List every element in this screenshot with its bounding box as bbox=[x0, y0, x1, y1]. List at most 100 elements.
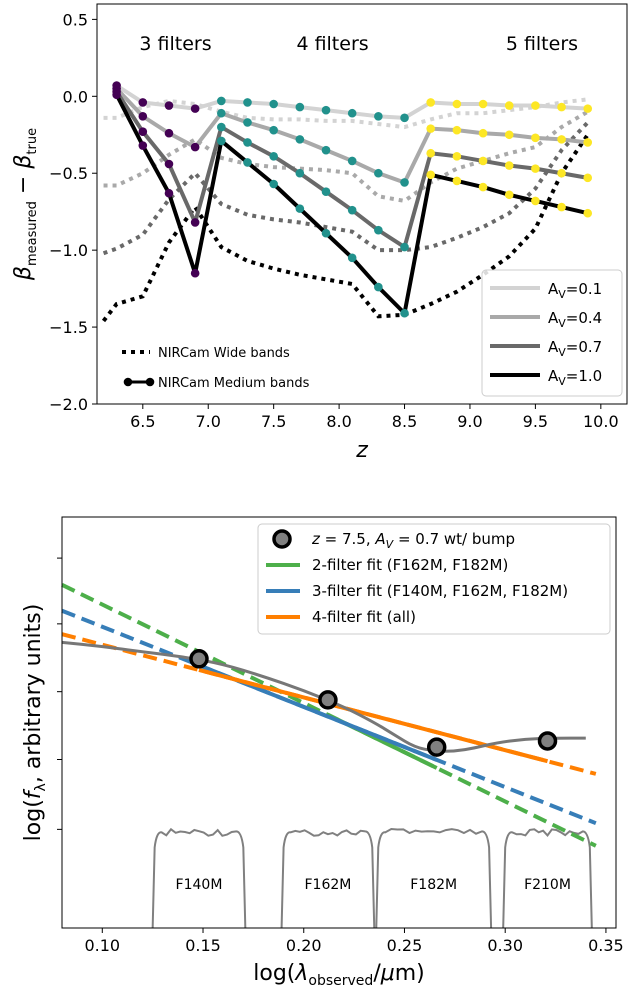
medium-band-point bbox=[452, 176, 462, 186]
medium-band-point bbox=[400, 178, 409, 187]
top-y-tick-label: 0.0 bbox=[63, 87, 88, 106]
medium-band-point bbox=[374, 112, 383, 121]
top-x-tick-label: 8.0 bbox=[326, 412, 351, 431]
bottom-x-axis-label: log(λobserved/μm) bbox=[253, 961, 425, 989]
wide-band-line bbox=[103, 97, 588, 130]
av-legend-label: AV=0.1 bbox=[548, 280, 602, 301]
fit-legend-label: z = 7.5, AV = 0.7 wt/ bump bbox=[311, 530, 515, 551]
top-y-tick-label: −1.0 bbox=[49, 241, 88, 260]
top-x-tick-label: 6.5 bbox=[130, 412, 155, 431]
medium-band-point bbox=[243, 118, 252, 127]
top-y-tick-label: −2.0 bbox=[49, 395, 88, 414]
medium-band-point bbox=[583, 138, 593, 147]
fit-legend-marker bbox=[272, 529, 292, 549]
medium-band-point bbox=[452, 152, 462, 161]
medium-band-point bbox=[557, 202, 566, 212]
medium-band-point bbox=[374, 168, 383, 178]
medium-band-point bbox=[190, 142, 200, 152]
fit-legend-label: 4-filter fit (all) bbox=[312, 608, 416, 626]
medium-band-point bbox=[243, 98, 252, 107]
filter-name-label: F140M bbox=[176, 877, 223, 893]
medium-band-point bbox=[321, 187, 331, 196]
medium-band-point bbox=[452, 125, 462, 135]
wide-band-legend-label: NIRCam Wide bands bbox=[158, 346, 290, 361]
medium-band-point bbox=[321, 105, 331, 115]
medium-band-point bbox=[243, 158, 252, 167]
top-y-tick-label: −1.5 bbox=[49, 318, 88, 337]
av-legend-box bbox=[481, 269, 623, 397]
medium-band-point bbox=[426, 170, 436, 180]
photometry-point bbox=[318, 690, 338, 710]
medium-band-point bbox=[374, 282, 383, 292]
medium-band-point bbox=[426, 148, 436, 158]
filter-transmission-curve bbox=[151, 827, 247, 929]
bottom-x-tick-label: 0.30 bbox=[487, 936, 523, 955]
medium-band-point bbox=[190, 104, 200, 113]
medium-band-point bbox=[531, 133, 540, 143]
medium-band-point bbox=[321, 228, 331, 238]
av-legend: AV=0.1 AV=0.4 AV=0.7 AV=1.0 bbox=[481, 269, 623, 397]
fit-legend-box bbox=[257, 523, 611, 635]
model-spectrum bbox=[61, 640, 586, 753]
top-x-tick-label: 7.0 bbox=[196, 412, 221, 431]
medium-band-point bbox=[504, 101, 514, 110]
top-y-axis-label: βmeasured − βtrue bbox=[11, 128, 40, 281]
medium-band-point bbox=[217, 136, 226, 146]
medium-band-point bbox=[374, 225, 383, 235]
av-legend-label: AV=0.7 bbox=[548, 338, 602, 359]
top-y-tick-label: 0.5 bbox=[63, 10, 88, 29]
medium-band-point bbox=[347, 253, 357, 263]
medium-band-point bbox=[190, 268, 200, 278]
medium-band-point bbox=[400, 113, 409, 123]
filter-count-annotation: 4 filters bbox=[296, 33, 368, 55]
medium-band-point bbox=[478, 156, 488, 166]
medium-band-legend-marker bbox=[145, 377, 155, 387]
medium-band-point bbox=[531, 164, 540, 173]
photometry-point bbox=[189, 649, 209, 669]
medium-band-point bbox=[478, 99, 488, 109]
medium-band-point bbox=[269, 152, 278, 161]
bottom-chart: F140M F162M F182M F210M 0.10 0.15 0.20 0.25 0.3… bbox=[21, 516, 624, 989]
medium-band-point bbox=[452, 99, 462, 109]
filter-count-annotation: 3 filters bbox=[139, 33, 211, 55]
medium-band-point bbox=[112, 90, 121, 100]
top-x-tick-label: 8.5 bbox=[392, 412, 417, 431]
filter-transmission-curve bbox=[280, 829, 376, 929]
medium-band-point bbox=[138, 98, 148, 107]
fit-line-dashed bbox=[61, 608, 597, 826]
medium-band-point bbox=[583, 173, 593, 183]
wide-band-series bbox=[101, 97, 590, 323]
medium-band-point bbox=[426, 124, 436, 133]
medium-band-point bbox=[347, 205, 357, 215]
fit-line-solid bbox=[198, 668, 549, 764]
medium-band-point bbox=[138, 141, 148, 150]
spectrum-curve bbox=[61, 640, 586, 753]
medium-band-point bbox=[295, 135, 305, 144]
medium-band-legend-label: NIRCam Medium bands bbox=[158, 376, 310, 391]
medium-band-point bbox=[557, 102, 566, 112]
medium-band-point bbox=[217, 96, 226, 106]
photometry-points bbox=[189, 649, 558, 757]
medium-band-point bbox=[164, 159, 174, 169]
bottom-x-tick-label: 0.20 bbox=[286, 936, 322, 955]
medium-band-point bbox=[504, 190, 514, 200]
medium-band-point bbox=[583, 104, 593, 113]
medium-band-point bbox=[217, 122, 226, 132]
style-legend: NIRCam Wide bands NIRCam Medium bands bbox=[122, 346, 310, 391]
top-x-tick-label: 7.5 bbox=[261, 412, 286, 431]
medium-band-point bbox=[295, 204, 305, 213]
medium-band-point bbox=[400, 242, 409, 252]
medium-band-point bbox=[164, 188, 174, 198]
medium-band-point bbox=[269, 179, 278, 189]
top-x-axis-label: z bbox=[355, 438, 368, 463]
bottom-y-axis-label: log(fλ, arbitrary units) bbox=[21, 604, 49, 842]
fit-legend-label: 2-filter fit (F162M, F182M) bbox=[312, 556, 508, 574]
medium-band-point bbox=[531, 101, 540, 110]
bottom-x-tick-label: 0.25 bbox=[387, 936, 423, 955]
filter-transmission-curve bbox=[375, 827, 493, 929]
bottom-plot-frame bbox=[61, 516, 617, 929]
medium-band-point bbox=[347, 108, 357, 118]
top-x-tick-label: 10.0 bbox=[583, 412, 619, 431]
bottom-x-tick-label: 0.15 bbox=[185, 936, 221, 955]
